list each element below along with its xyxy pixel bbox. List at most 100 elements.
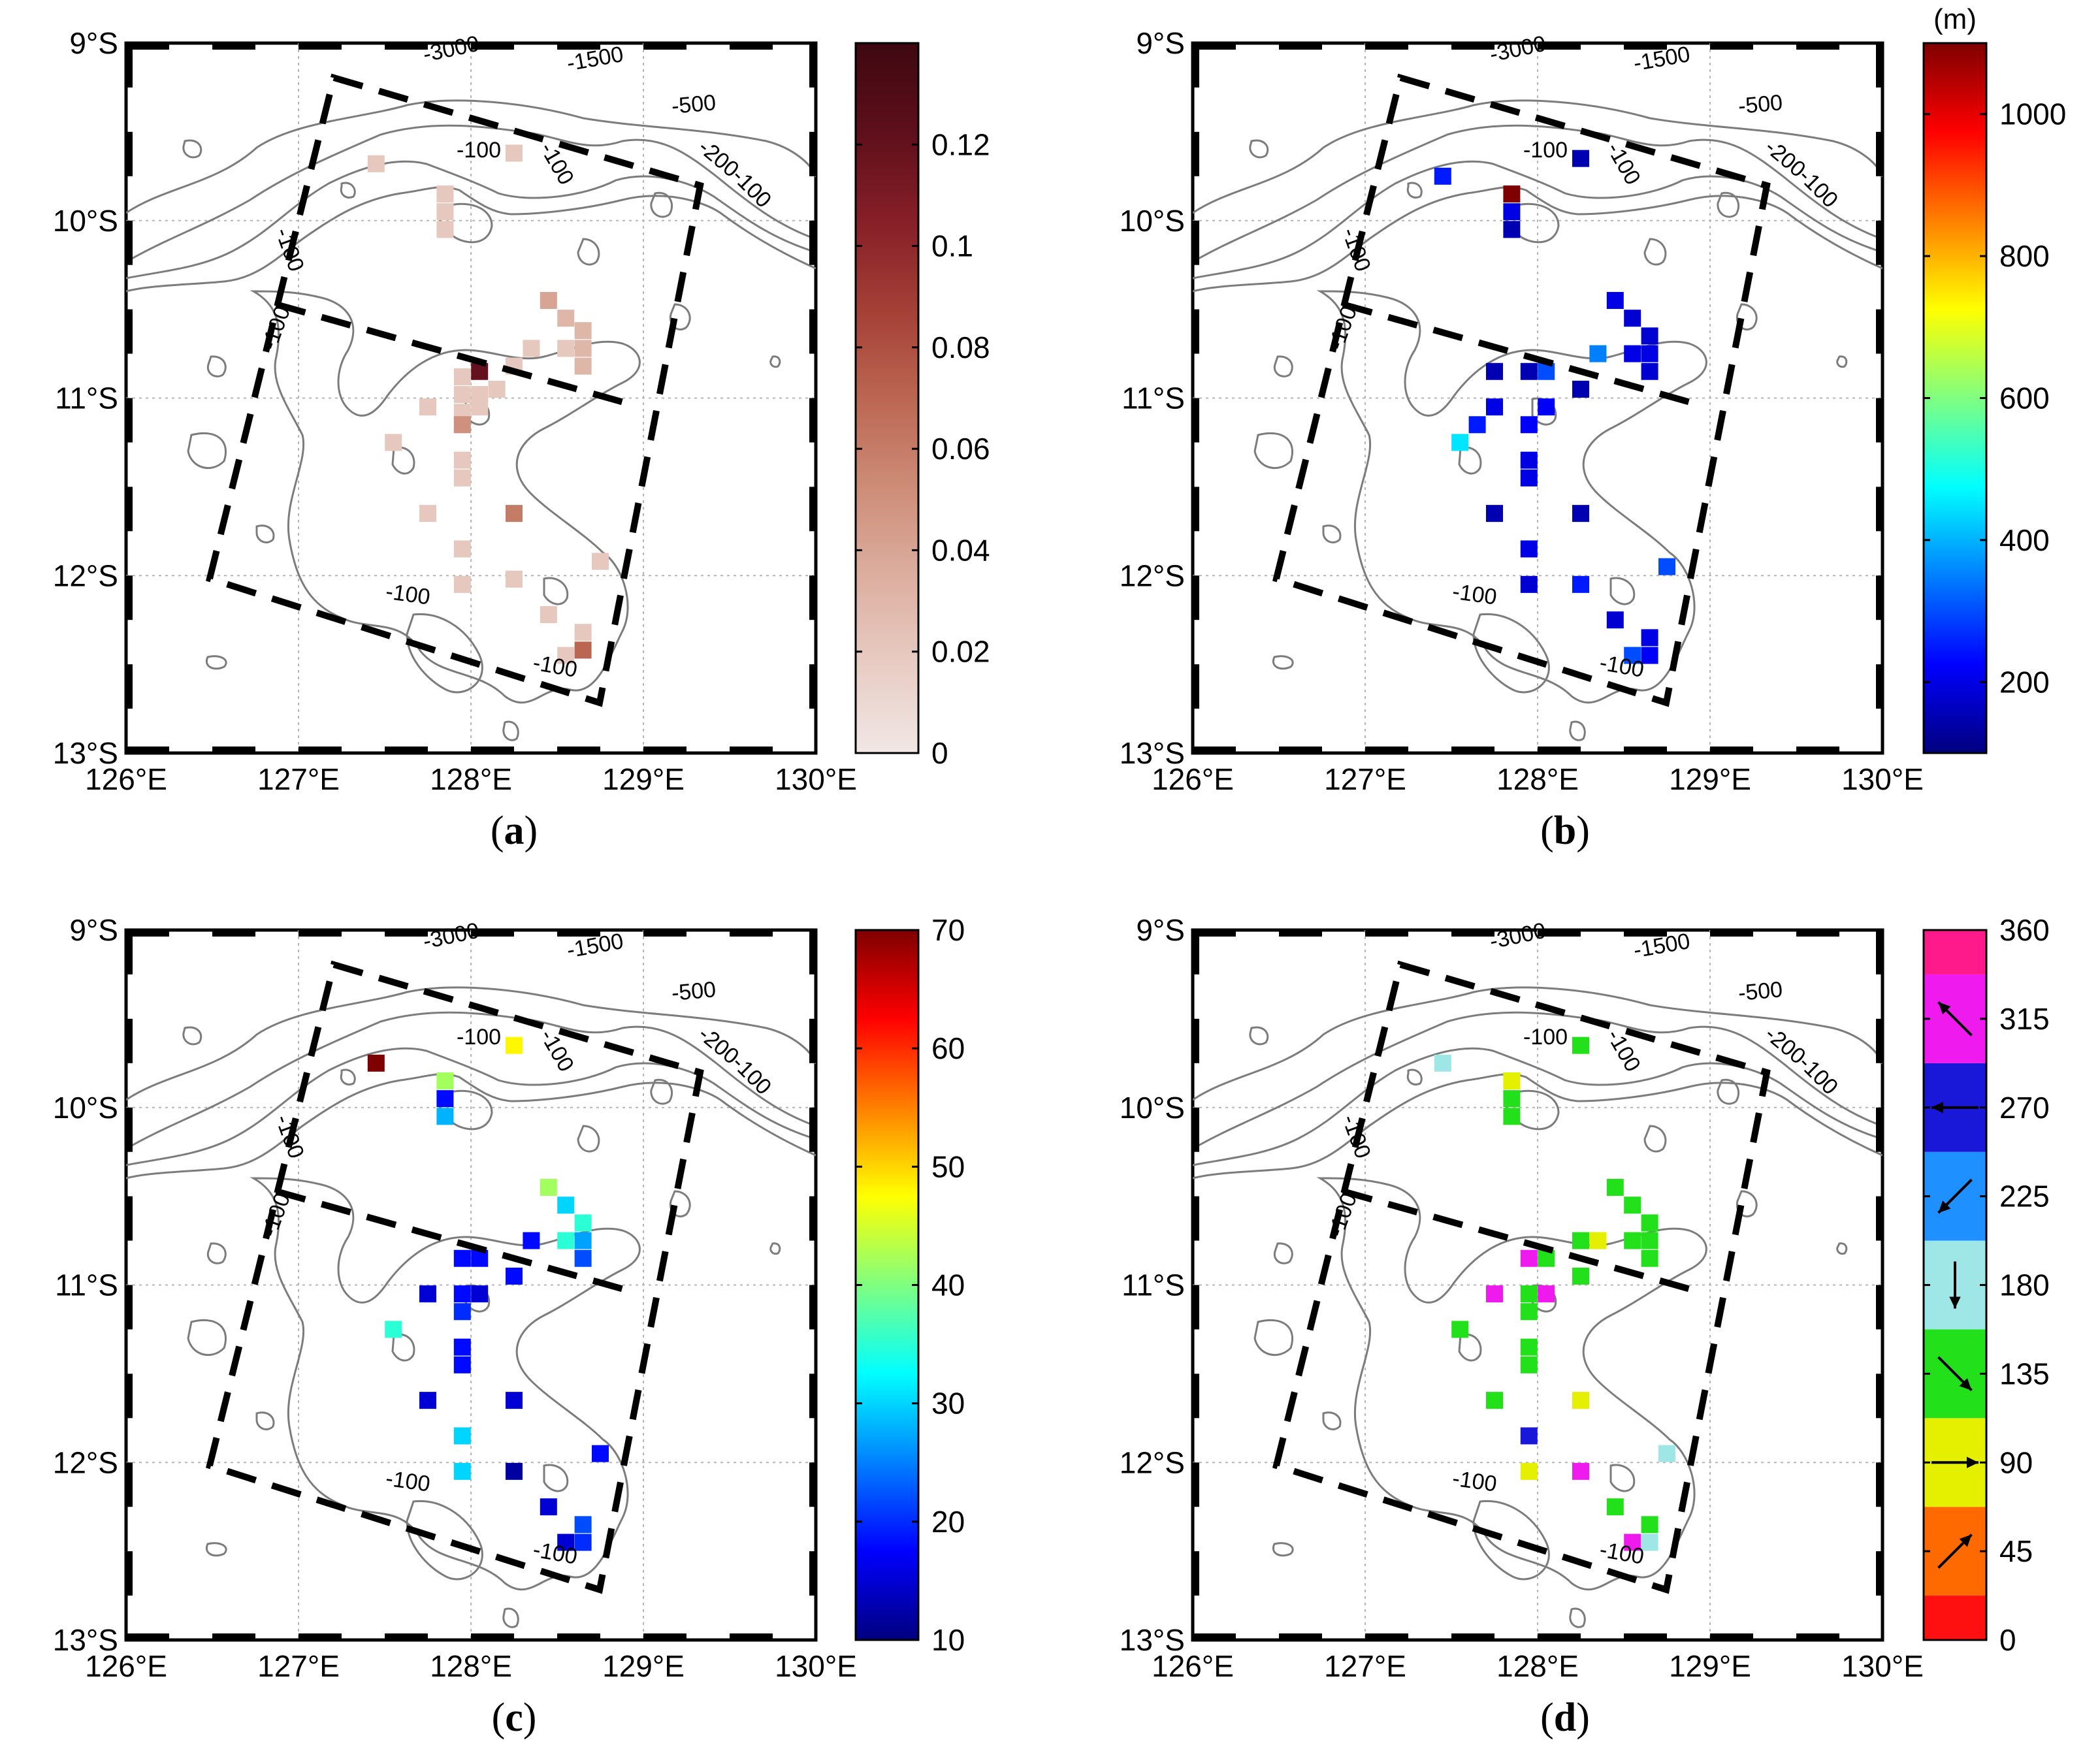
panel-d-label-letter: d — [1554, 1695, 1576, 1740]
b-frame-tick-top — [1796, 43, 1839, 50]
panel-a-swath-outline — [206, 73, 704, 707]
b-data-cell — [1503, 221, 1521, 238]
a-colorbar-tick-label: 0.12 — [931, 127, 990, 161]
c-frame-tick-top — [126, 930, 169, 937]
c-contour-label: -100 — [384, 1466, 432, 1497]
b-x-tick-label: 129°E — [1669, 762, 1751, 796]
d-frame-tick-bottom — [1710, 1633, 1753, 1640]
c-data-cell — [540, 1498, 557, 1516]
b-colorbar-tick-label: 200 — [1999, 665, 2050, 699]
c-frame-tick-bottom — [471, 1633, 514, 1640]
a-frame-tick-top — [643, 43, 687, 50]
d-frame-tick-top — [1279, 930, 1322, 937]
d-y-tick-label: 12°S — [1120, 1445, 1185, 1479]
b-data-cell — [1451, 434, 1469, 451]
c-frame-tick-bottom — [643, 1633, 687, 1640]
a-frame-tick-right — [809, 220, 816, 265]
panel-a-colorbar-gradient — [854, 42, 920, 754]
d-frame-tick-right — [1876, 1373, 1882, 1419]
a-data-cell — [557, 647, 575, 664]
a-data-cell — [453, 540, 471, 558]
b-data-cell — [1641, 629, 1658, 647]
d-x-tick-label: 126°E — [1152, 1649, 1234, 1683]
d-colorbar-tick-label: 180 — [1999, 1268, 2050, 1302]
a-contour-label: -500 — [670, 90, 717, 119]
a-y-tick-label: 13°S — [53, 736, 118, 770]
panel-d-data-cells — [1434, 1036, 1675, 1551]
c-colorbar-tick-label: 70 — [931, 913, 965, 947]
a-x-tick-label: 127°E — [257, 762, 340, 796]
d-data-cell — [1503, 1090, 1521, 1108]
c-frame-tick-left — [126, 1373, 133, 1419]
a-data-cell — [557, 310, 575, 327]
c-frame-tick-right — [809, 930, 816, 974]
d-data-cell — [1503, 1072, 1521, 1089]
c-frame-tick-left — [126, 1285, 133, 1330]
b-contour-label: -500 — [1737, 90, 1783, 119]
b-frame-tick-left — [1193, 220, 1199, 265]
panel-b-swath-outline — [1272, 73, 1771, 707]
panel-a-label-open: ( — [491, 809, 504, 853]
b-y-tick-label: 12°S — [1120, 558, 1185, 592]
c-data-cell — [506, 1036, 523, 1054]
panel-d-colorbar-ticks: 0 45 90 135 180 225 270 315 360 — [1924, 913, 2050, 1657]
b-frame-tick-bottom — [1624, 747, 1667, 753]
b-colorbar-tick-label: 400 — [1999, 523, 2050, 557]
b-frame-tick-bottom — [1279, 747, 1322, 753]
b-frame-tick-top — [1624, 43, 1667, 50]
c-frame-tick-left — [126, 1196, 133, 1241]
a-frame-tick-top — [126, 43, 169, 50]
b-data-cell — [1520, 575, 1538, 593]
b-frame-tick-right — [1876, 398, 1882, 443]
panel-a-axis-labels: 126°E 127°E 128°E 129°E 130°E 9°S 10°S 11°S 12°S… — [53, 26, 857, 796]
a-frame-tick-left — [126, 487, 133, 532]
b-frame-tick-bottom — [1365, 747, 1408, 753]
c-frame-tick-left — [126, 930, 133, 974]
a-frame-tick-right — [809, 575, 816, 620]
panel-a-data-cells — [367, 144, 609, 664]
b-frame-tick-bottom — [1796, 747, 1839, 753]
b-frame-tick-bottom — [1451, 747, 1494, 753]
a-frame-tick-left — [126, 664, 133, 709]
a-colorbar-tick-label: 0.04 — [931, 533, 990, 567]
panel-b-label-letter: b — [1554, 809, 1576, 853]
a-colorbar-tick-label: 0 — [931, 736, 948, 770]
c-x-tick-label: 126°E — [85, 1649, 167, 1683]
d-colorbar-tick-label: 0 — [1999, 1623, 2016, 1657]
a-data-cell — [488, 380, 506, 398]
b-frame-tick-top — [1279, 43, 1322, 50]
c-x-tick-label: 128°E — [430, 1649, 512, 1683]
a-data-cell — [574, 340, 592, 357]
panel-d-colorbar-bins — [1924, 930, 1986, 1640]
a-x-tick-label: 129°E — [602, 762, 685, 796]
a-frame-tick-top — [212, 43, 255, 50]
c-data-cell — [592, 1445, 609, 1462]
c-frame-tick-right — [809, 1107, 816, 1152]
a-data-cell — [523, 340, 540, 357]
a-frame-tick-bottom — [471, 747, 514, 753]
b-frame-tick-right — [1876, 575, 1882, 620]
svg-text:(a): (a) — [491, 809, 538, 853]
d-contour-label: -100 — [1451, 1466, 1498, 1497]
c-colorbar-tick-label: 60 — [931, 1031, 965, 1065]
panel-a-label-close: ) — [525, 809, 538, 853]
c-frame-tick-bottom — [557, 1633, 600, 1640]
c-y-tick-label: 9°S — [69, 913, 118, 947]
a-frame-tick-top — [557, 43, 600, 50]
d-data-cell — [1606, 1498, 1624, 1516]
svg-text:(c): (c) — [492, 1695, 537, 1740]
b-data-cell — [1503, 185, 1521, 202]
d-data-cell — [1641, 1516, 1658, 1534]
d-data-cell — [1624, 1232, 1641, 1249]
c-y-tick-label: 10°S — [53, 1091, 118, 1125]
b-data-cell — [1503, 203, 1521, 221]
panel-d-map: -3000 -1500-500-200-100-100 -100-100-100-1… — [1191, 918, 1884, 1642]
d-data-cell — [1606, 1179, 1624, 1197]
c-data-cell — [453, 1303, 471, 1321]
a-frame-tick-left — [126, 220, 133, 265]
c-data-cell — [419, 1392, 436, 1409]
b-frame-tick-bottom — [1538, 747, 1581, 753]
a-data-cell — [367, 155, 385, 172]
c-frame-tick-top — [643, 930, 687, 937]
